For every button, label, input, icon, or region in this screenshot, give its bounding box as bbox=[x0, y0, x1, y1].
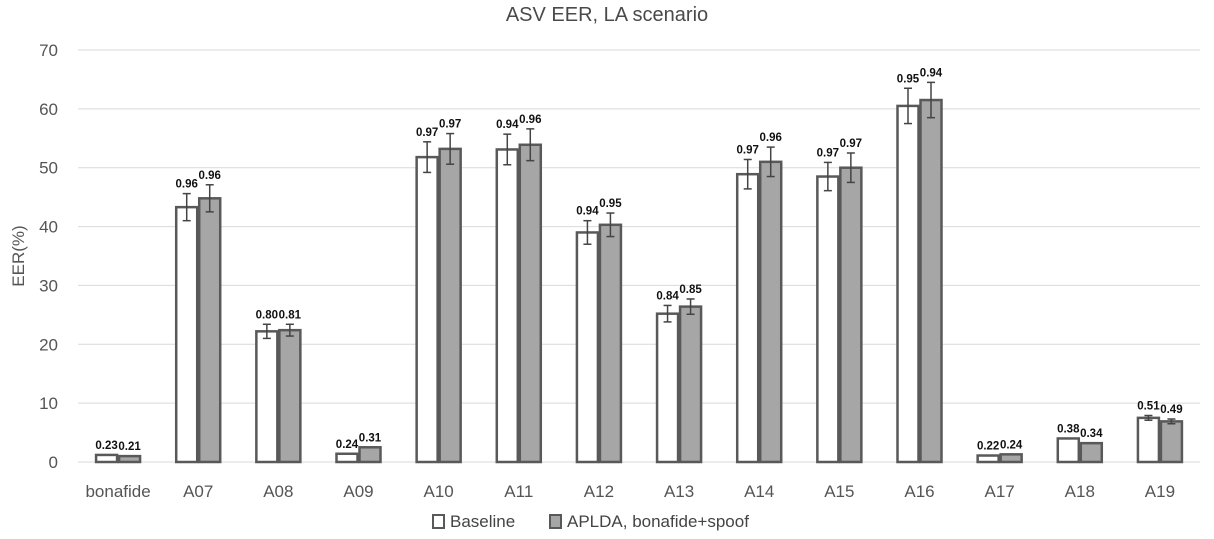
x-tick-label: A15 bbox=[824, 482, 854, 501]
x-tick-label: A18 bbox=[1065, 482, 1095, 501]
bar-baseline-A16 bbox=[896, 104, 920, 464]
data-label: 0.97 bbox=[817, 147, 839, 159]
data-label: 0.96 bbox=[760, 132, 782, 144]
legend-swatch-aplda bbox=[549, 514, 562, 529]
bar-baseline-A08 bbox=[255, 330, 279, 464]
bar-baseline-A13 bbox=[655, 312, 680, 464]
x-tick-label: A13 bbox=[664, 482, 694, 501]
y-tick-label: 10 bbox=[39, 394, 58, 413]
data-label: 0.97 bbox=[737, 144, 759, 156]
bar-aplda-A15 bbox=[839, 166, 863, 464]
data-label: 0.84 bbox=[656, 290, 679, 302]
bar-baseline-A12 bbox=[575, 231, 600, 464]
data-label: 0.23 bbox=[95, 440, 117, 452]
x-tick-labels: bonafide A07 A08 A09 A10 A11 A12 A13 A14 A15 A16 A1… bbox=[85, 482, 1175, 501]
data-label: 0.81 bbox=[279, 309, 302, 321]
data-label: 0.21 bbox=[118, 441, 141, 453]
bar-baseline-A07 bbox=[174, 205, 199, 464]
bar-aplda-A19 bbox=[1159, 420, 1184, 464]
bar-aplda-A07 bbox=[197, 197, 222, 464]
data-label: 0.96 bbox=[176, 179, 198, 191]
data-label: 0.34 bbox=[1080, 428, 1103, 440]
data-label: 0.38 bbox=[1057, 423, 1080, 435]
y-tick-labels: 0 10 20 30 40 50 60 70 bbox=[39, 41, 58, 472]
data-label: 0.95 bbox=[599, 198, 622, 210]
error-bars bbox=[182, 81, 1176, 425]
bar-aplda-A08 bbox=[278, 328, 302, 464]
legend: Baseline APLDA, bonafide+spoof bbox=[432, 512, 749, 531]
data-label: 0.96 bbox=[199, 170, 221, 182]
y-tick-label: 40 bbox=[39, 218, 58, 237]
data-label: 0.94 bbox=[576, 206, 599, 218]
data-label: 0.97 bbox=[840, 138, 862, 150]
data-label: 0.97 bbox=[439, 119, 461, 131]
legend-swatch-baseline bbox=[432, 514, 445, 529]
bars bbox=[94, 98, 1184, 464]
bar-baseline-A15 bbox=[816, 175, 840, 464]
y-tick-label: 0 bbox=[49, 453, 58, 472]
x-tick-label: A08 bbox=[263, 482, 293, 501]
bar-baseline-A10 bbox=[415, 155, 439, 464]
x-tick-label: bonafide bbox=[85, 482, 150, 501]
y-tick-label: 30 bbox=[39, 276, 58, 295]
data-label: 0.80 bbox=[256, 309, 278, 321]
gridlines bbox=[78, 49, 1200, 463]
data-label: 0.96 bbox=[519, 114, 541, 126]
bar-aplda-A11 bbox=[518, 143, 543, 464]
bar-baseline-A11 bbox=[495, 148, 520, 464]
bar-aplda-A16 bbox=[919, 98, 943, 464]
y-axis-label: EER(%) bbox=[9, 225, 28, 286]
data-label: 0.49 bbox=[1160, 404, 1182, 416]
data-label: 0.51 bbox=[1137, 401, 1160, 413]
bar-aplda-A13 bbox=[678, 305, 703, 464]
bar-baseline-A17 bbox=[976, 454, 1000, 464]
y-tick-label: 70 bbox=[39, 41, 58, 60]
x-tick-label: A17 bbox=[985, 482, 1015, 501]
data-label: 0.95 bbox=[897, 73, 920, 85]
bar-aplda-A14 bbox=[758, 160, 783, 464]
x-tick-label: A16 bbox=[904, 482, 934, 501]
data-label: 0.85 bbox=[679, 284, 702, 296]
bar-aplda-A10 bbox=[438, 147, 462, 464]
y-tick-label: 20 bbox=[39, 335, 58, 354]
bar-aplda-bonafide bbox=[117, 454, 142, 464]
x-tick-label: A07 bbox=[183, 482, 213, 501]
x-tick-label: A12 bbox=[584, 482, 614, 501]
bar-baseline-bonafide bbox=[94, 453, 119, 464]
x-tick-label: A14 bbox=[744, 482, 774, 501]
legend-label: APLDA, bonafide+spoof bbox=[567, 512, 749, 531]
x-tick-label: A11 bbox=[504, 482, 533, 501]
y-tick-label: 60 bbox=[39, 100, 58, 119]
bar-baseline-A18 bbox=[1056, 437, 1081, 464]
bar-aplda-A09 bbox=[358, 446, 382, 464]
bar-aplda-A12 bbox=[598, 223, 623, 464]
bar-aplda-A18 bbox=[1079, 441, 1104, 464]
data-label: 0.24 bbox=[336, 439, 359, 451]
y-tick-label: 50 bbox=[39, 159, 58, 178]
data-label: 0.97 bbox=[416, 127, 438, 139]
bar-baseline-A09 bbox=[335, 452, 359, 464]
data-label: 0.22 bbox=[977, 441, 999, 453]
data-label: 0.94 bbox=[920, 67, 943, 79]
data-label: 0.31 bbox=[359, 432, 382, 444]
x-tick-label: A09 bbox=[343, 482, 373, 501]
bar-baseline-A14 bbox=[735, 172, 760, 464]
chart-title: ASV EER, LA scenario bbox=[506, 4, 708, 26]
x-tick-label: A10 bbox=[424, 482, 454, 501]
bar-baseline-A19 bbox=[1136, 416, 1161, 464]
data-label: 0.94 bbox=[496, 119, 519, 131]
data-label: 0.24 bbox=[1000, 439, 1023, 451]
data-labels: 0.23 0.210.960.960.80 0.810.240.310.970.97… bbox=[95, 67, 1182, 453]
x-tick-label: A19 bbox=[1145, 482, 1175, 501]
bar-aplda-A17 bbox=[999, 453, 1023, 464]
legend-label: Baseline bbox=[450, 512, 515, 531]
